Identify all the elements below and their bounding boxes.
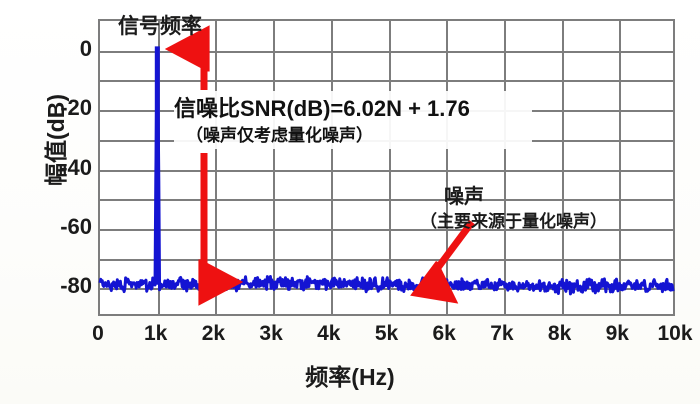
x-tick-7k: 7k	[490, 322, 514, 345]
x-tick-2k: 2k	[201, 322, 226, 345]
x-tick-8k: 8k	[547, 322, 572, 345]
gridline-horizontal	[100, 50, 673, 53]
gridline-vertical	[446, 21, 449, 314]
gridline-vertical	[215, 21, 218, 314]
x-tick-1k: 1k	[144, 322, 168, 345]
gridline-horizontal	[100, 199, 673, 202]
gridline-horizontal	[100, 288, 673, 291]
noise-label: 噪声	[444, 186, 484, 208]
gridline-vertical	[388, 21, 391, 314]
y-tick-neg40: -40	[60, 154, 92, 180]
snr-formula-text: 信噪比SNR(dB)=6.02N + 1.76	[174, 96, 470, 121]
x-tick-3k: 3k	[259, 322, 283, 345]
y-tick-neg80: -80	[60, 273, 92, 299]
noise-pointer-arrow	[428, 219, 475, 281]
signal-frequency-label: 信号频率	[118, 15, 202, 38]
y-tick-neg20: -20	[60, 95, 92, 121]
x-tick-6k: 6k	[432, 322, 456, 345]
gridline-horizontal	[100, 80, 673, 83]
snr-formula-box: 信噪比SNR(dB)=6.02N + 1.76 （噪声仅考虑量化噪声）	[174, 91, 532, 149]
gridline-vertical	[330, 21, 333, 314]
gridline-vertical	[561, 21, 564, 314]
snr-formula-subtext: （噪声仅考虑量化噪声）	[186, 126, 373, 145]
x-tick-9k: 9k	[605, 322, 629, 345]
noise-sublabel: （主要来源于量化噪声）	[420, 212, 607, 231]
gridline-vertical	[619, 21, 622, 314]
gridline-vertical	[273, 21, 276, 314]
gridline-horizontal	[100, 228, 673, 231]
x-tick-4k: 4k	[317, 322, 341, 345]
spectrum-line	[100, 50, 673, 294]
y-axis-tick-labels: 0 -20 -40 -60 -80	[12, 0, 92, 404]
y-tick-neg60: -60	[60, 213, 92, 239]
x-tick-10k: 10k	[657, 322, 693, 345]
x-tick-0: 0	[92, 322, 104, 345]
y-tick-0: 0	[79, 35, 92, 61]
gridline-horizontal	[100, 258, 673, 261]
spectrum-trace	[100, 21, 673, 314]
x-tick-5k: 5k	[374, 322, 399, 345]
x-axis-title: 频率(Hz)	[305, 364, 395, 390]
gridline-horizontal	[100, 169, 673, 172]
gridline-vertical	[503, 21, 506, 314]
